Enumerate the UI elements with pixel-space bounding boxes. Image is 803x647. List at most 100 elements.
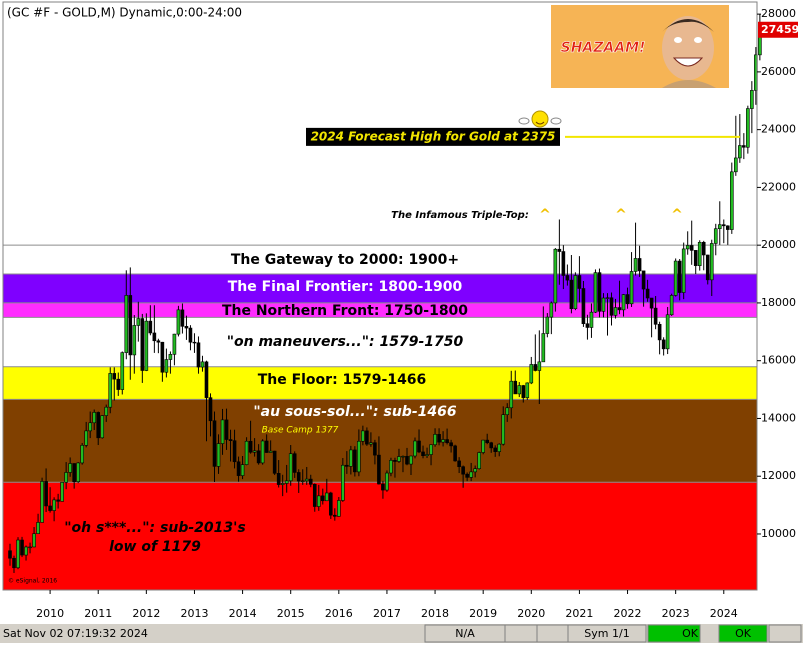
status-text: N/A: [455, 627, 475, 640]
status-cell: [504, 624, 538, 643]
candle-body: [292, 453, 297, 473]
candle-body: [709, 243, 714, 281]
candle-body: [180, 309, 185, 327]
candle-body: [365, 430, 369, 445]
candle-body: [665, 314, 670, 350]
plot-area: The Gateway to 2000: 1900+ The Final Fron…: [3, 14, 762, 590]
candle-body: [96, 412, 101, 439]
candle-body: [746, 108, 750, 148]
candle-body: [264, 440, 269, 453]
candle-body: [681, 248, 686, 293]
triple-top-label: The Infamous Triple-Top:: [391, 210, 529, 221]
candle-body: [729, 171, 734, 230]
y-tick-label: 14000: [761, 411, 796, 424]
candle-body: [649, 297, 654, 309]
candle-body: [196, 342, 201, 368]
candle-body: [224, 419, 229, 440]
x-tick-label: 2013: [180, 607, 208, 620]
candle-body: [501, 414, 506, 445]
x-tick-label: 2016: [325, 607, 353, 620]
x-tick-label: 2010: [36, 607, 64, 620]
x-tick-label: 2011: [84, 607, 112, 620]
candle-body: [449, 442, 453, 447]
candle-body: [272, 450, 277, 474]
candle-body: [593, 272, 598, 313]
candle-body: [172, 333, 177, 355]
candle-body: [136, 318, 141, 326]
candle-body: [457, 460, 461, 467]
candle-body: [341, 464, 345, 501]
smiley-hand: [518, 117, 530, 125]
candle-body: [481, 439, 485, 453]
candle-body: [673, 260, 678, 296]
zone-label: "on maneuvers...": 1579-1750: [227, 334, 464, 350]
base-camp-label: Base Camp 1377: [262, 426, 339, 436]
candle-body: [216, 443, 221, 467]
x-tick-label: 2020: [517, 607, 545, 620]
zone-label: low of 1179: [109, 539, 201, 555]
shirt: [662, 80, 716, 88]
candle-body: [176, 309, 181, 335]
last-price-label: 27459: [761, 23, 799, 36]
candle-body: [92, 412, 97, 424]
last-price-box: [758, 21, 798, 38]
zone-label: The Final Frontier: 1800-1900: [228, 279, 463, 295]
x-tick-label: 2019: [469, 607, 497, 620]
candle-body: [324, 492, 329, 502]
candle-body: [76, 462, 80, 482]
candle-body: [537, 361, 542, 371]
x-tick-label: 2022: [614, 607, 642, 620]
candle-body: [276, 473, 281, 485]
candle-body: [144, 320, 149, 371]
candle-body: [493, 447, 498, 452]
candle-body: [597, 272, 602, 312]
candle-body: [565, 275, 570, 281]
candle-body: [645, 288, 650, 299]
candle-body: [513, 380, 518, 395]
candle-body: [661, 339, 666, 350]
candle-body: [80, 445, 84, 464]
candle-body: [653, 307, 658, 325]
candle-body: [693, 250, 698, 266]
candle-body: [240, 464, 245, 476]
candle-body: [701, 241, 706, 256]
smiley-hand: [550, 117, 562, 125]
y-tick-label: 10000: [761, 527, 796, 540]
zone: [3, 366, 757, 400]
shazaam-text: SHAZAAM!: [561, 40, 646, 56]
candle-body: [200, 361, 205, 368]
candle-body: [8, 550, 12, 559]
candle-body: [236, 461, 241, 476]
triple-top-marker: ^: [539, 207, 551, 223]
candle-body: [12, 557, 16, 569]
status-cell: [536, 624, 569, 643]
candle-body: [220, 419, 225, 444]
candle-body: [68, 463, 72, 473]
candle-body: [453, 445, 457, 462]
candle-body: [337, 500, 341, 517]
forecast-label: 2024 Forecast High for Gold at 2375: [311, 129, 556, 143]
candle-body: [509, 380, 514, 409]
candle-body: [497, 443, 502, 452]
eye: [694, 37, 702, 43]
candle-body: [529, 364, 534, 384]
candle-body: [381, 483, 385, 491]
hair: [662, 19, 714, 32]
candle-body: [296, 472, 301, 482]
candle-body: [44, 481, 48, 507]
candle-body: [533, 364, 538, 371]
candle-body: [577, 275, 582, 289]
x-tick-label: 2015: [277, 607, 305, 620]
candle-body: [316, 495, 321, 507]
candle-body: [260, 440, 265, 464]
candle-body: [585, 323, 590, 328]
plot-frame: [2, 1, 758, 591]
x-tick-label: 2014: [229, 607, 257, 620]
candle-body: [433, 434, 437, 446]
candle-body: [168, 354, 173, 360]
status-cell: [567, 624, 647, 643]
candle-body: [409, 455, 413, 465]
candle-body: [16, 539, 20, 569]
candle-body: [725, 225, 730, 230]
status-text: OK: [735, 627, 752, 640]
